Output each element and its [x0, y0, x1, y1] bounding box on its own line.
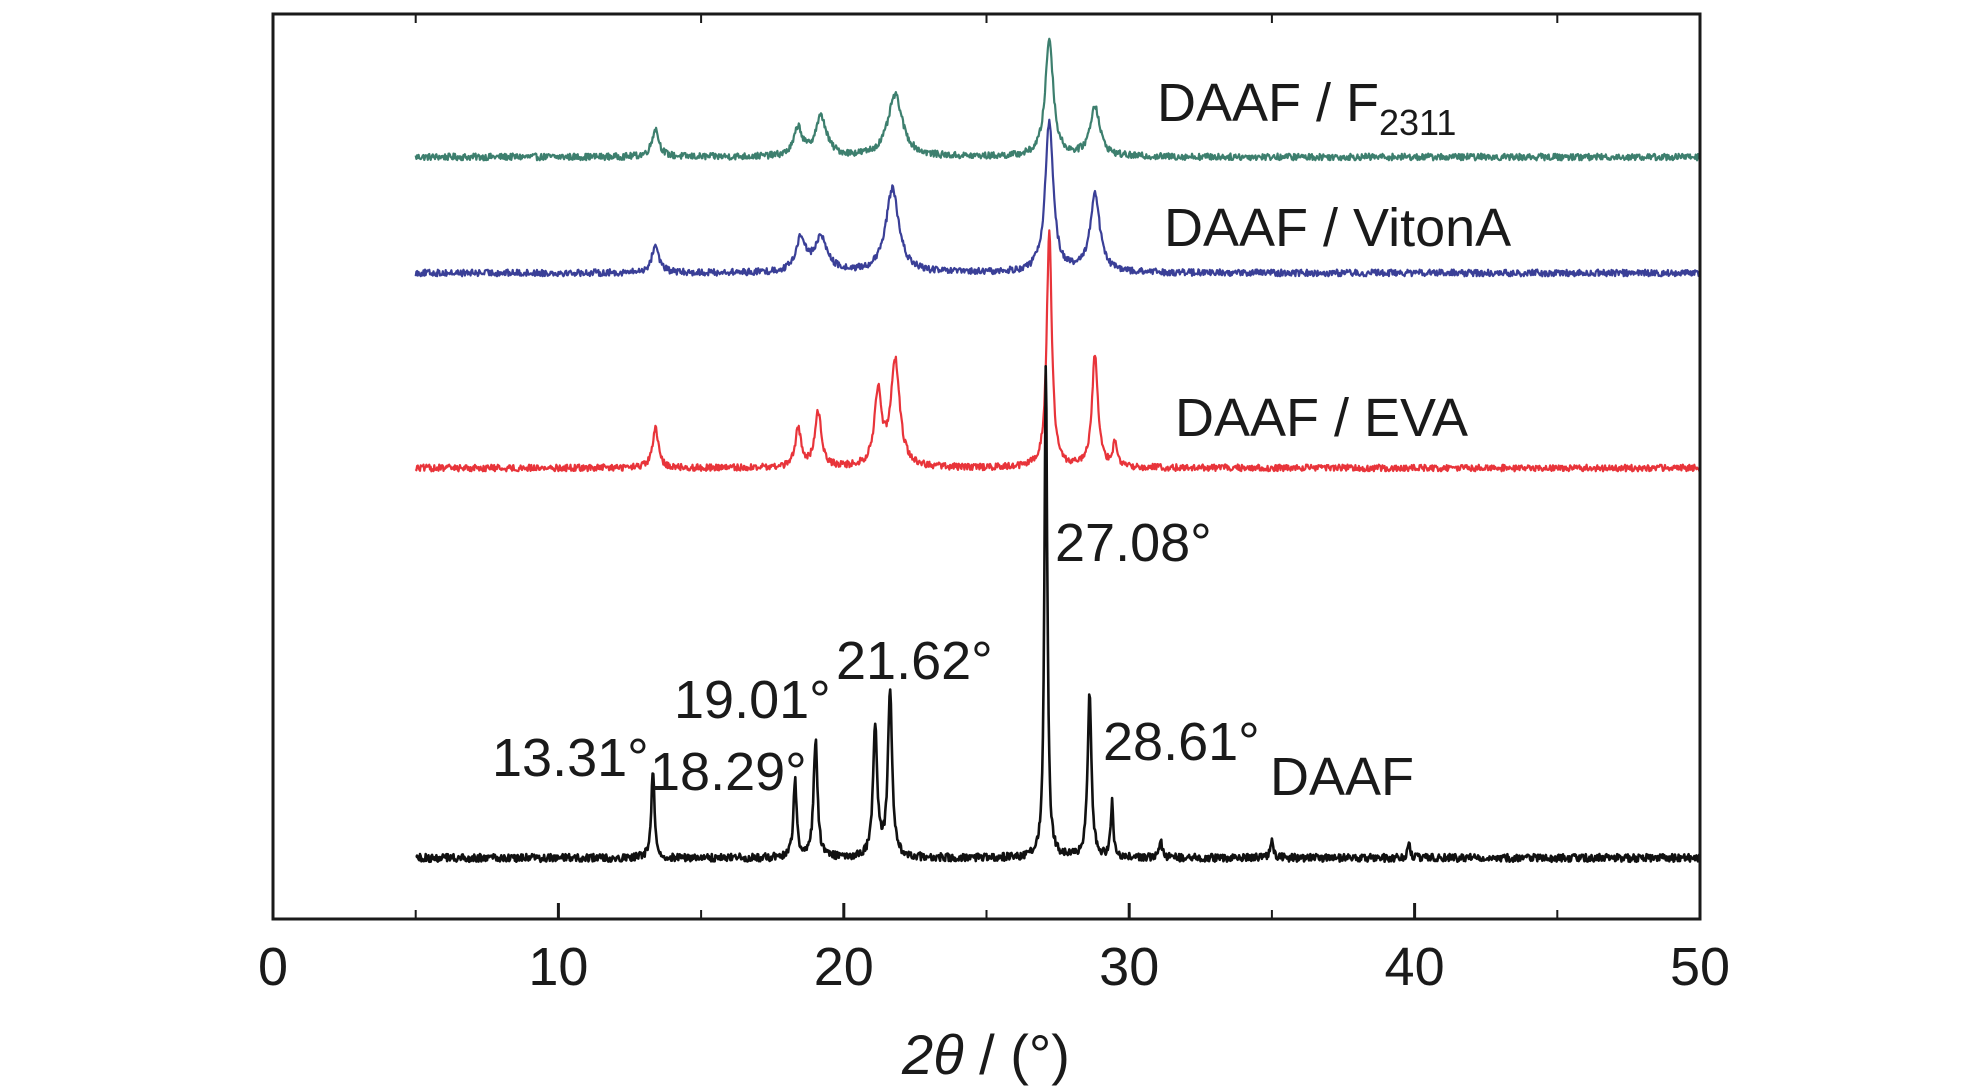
x-tick-label-30: 30	[1099, 937, 1159, 997]
series-line-3	[414, 229, 1702, 473]
series-label-eva: DAAF / EVA	[1175, 388, 1468, 448]
series-label-f2311-subscript: 2311	[1379, 102, 1456, 143]
x-axis-title: 2θ / (°)	[901, 1023, 1070, 1086]
series-label-f2311-main: DAAF / F	[1157, 73, 1379, 133]
x-axis-title-unit: / (°)	[964, 1023, 1070, 1086]
x-tick-label-0: 0	[258, 937, 288, 997]
series-label-daaf: DAAF	[1270, 747, 1414, 807]
peak-label-13-31: 13.31°	[492, 728, 649, 788]
series-label-f2311: DAAF / F2311	[1157, 73, 1456, 143]
series-labels: DAAF / F2311 DAAF / VitonA DAAF / EVA DA…	[1157, 73, 1511, 807]
series-label-vitona: DAAF / VitonA	[1164, 198, 1511, 258]
peak-label-27-08: 27.08°	[1055, 513, 1212, 573]
x-axis-ticks: 0 10 20 30 40 50	[258, 14, 1730, 997]
peak-label-21-62: 21.62°	[836, 631, 993, 691]
series-line-4	[415, 364, 1702, 864]
peak-label-19-01: 19.01°	[674, 670, 831, 730]
x-axis-title-italic: 2θ	[901, 1023, 964, 1086]
x-tick-label-10: 10	[528, 937, 588, 997]
peak-label-28-61: 28.61°	[1103, 712, 1260, 772]
x-tick-label-20: 20	[814, 937, 874, 997]
peak-label-18-29: 18.29°	[650, 742, 807, 802]
x-tick-label-50: 50	[1670, 937, 1730, 997]
peak-annotations: 13.31° 18.29° 19.01° 21.62° 27.08° 28.61…	[492, 513, 1260, 802]
series-group	[414, 37, 1702, 864]
x-tick-label-40: 40	[1385, 937, 1445, 997]
series-line-1	[414, 37, 1702, 162]
series-line-2	[414, 118, 1701, 278]
